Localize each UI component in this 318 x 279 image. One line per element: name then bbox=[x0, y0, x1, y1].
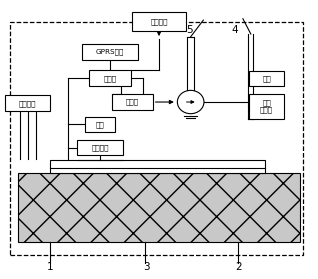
Bar bbox=[10, 21, 303, 255]
Text: 传感器组: 传感器组 bbox=[19, 100, 36, 107]
Text: 1: 1 bbox=[46, 262, 53, 272]
Text: 控制器: 控制器 bbox=[103, 75, 116, 82]
Bar bbox=[132, 13, 186, 30]
Bar bbox=[88, 70, 131, 86]
Text: 5: 5 bbox=[186, 25, 192, 35]
Bar bbox=[249, 94, 284, 119]
Text: 测氡仪: 测氡仪 bbox=[126, 99, 139, 105]
Text: 滤膜: 滤膜 bbox=[96, 121, 105, 128]
Text: 2: 2 bbox=[235, 262, 241, 272]
Text: 3: 3 bbox=[143, 262, 150, 272]
Bar bbox=[50, 160, 265, 173]
Text: 工燥系统: 工燥系统 bbox=[92, 145, 109, 151]
Text: 滤膜: 滤膜 bbox=[262, 75, 271, 82]
Bar bbox=[86, 117, 115, 132]
Text: GPRS系统: GPRS系统 bbox=[96, 49, 124, 55]
Bar bbox=[78, 140, 123, 155]
Text: 液量
传感器: 液量 传感器 bbox=[260, 99, 273, 113]
Bar bbox=[18, 173, 300, 242]
Bar bbox=[5, 95, 50, 112]
Bar bbox=[249, 71, 284, 86]
Text: 4: 4 bbox=[232, 25, 238, 35]
Bar bbox=[112, 94, 153, 110]
Bar bbox=[82, 44, 138, 60]
Text: 供电单元: 供电单元 bbox=[150, 18, 168, 25]
